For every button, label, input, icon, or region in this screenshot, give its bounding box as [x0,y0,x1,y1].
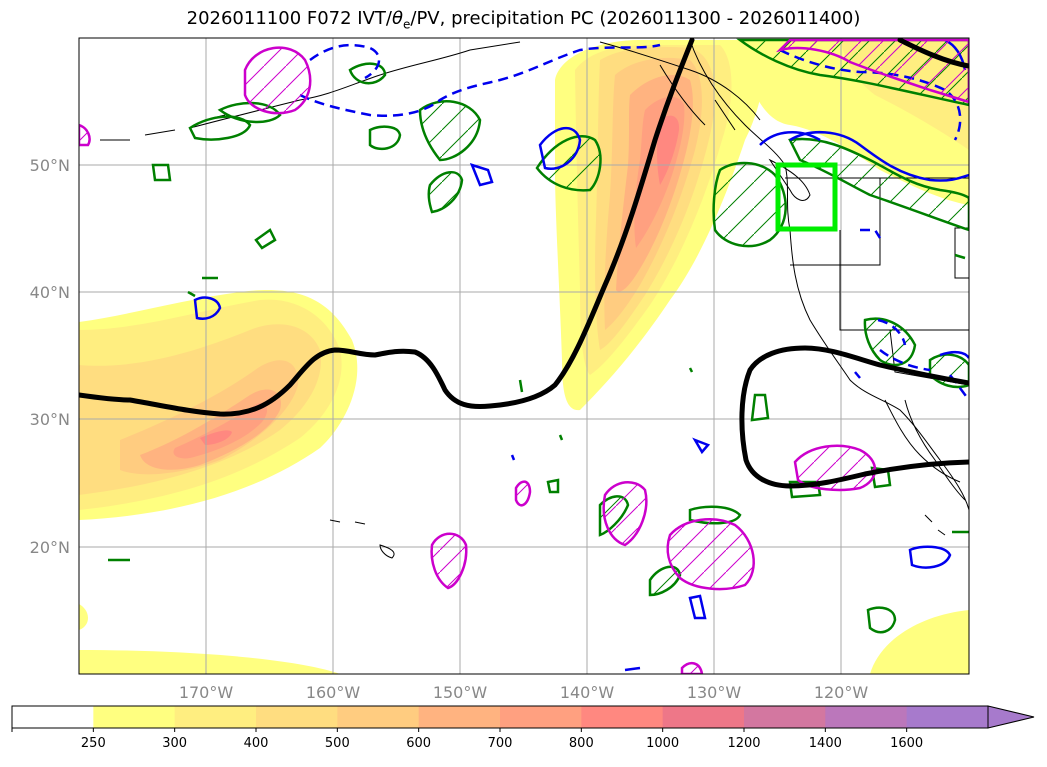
colorbar-swatch [12,706,94,728]
lon-label: 160°W [306,683,361,702]
colorbar-tick-label: 1400 [809,736,842,751]
colorbar-swatch [581,706,664,728]
ivt-plume-south [79,650,340,674]
colorbar: 250 300 400 500 600 700 800 1000 1200 1400 1600 [11,705,1035,751]
colorbar-swatch [500,706,582,728]
ivt-plume-south-west [79,604,89,630]
lat-label: 20°N [30,538,70,557]
colorbar-tick-label: 700 [488,736,513,751]
lat-label: 40°N [30,283,70,302]
lon-label: 130°W [687,683,742,702]
colorbar-tick-label: 600 [406,736,431,751]
colorbar-tick-label: 1200 [727,736,760,751]
colorbar-tick-label: 1600 [890,736,923,751]
colorbar-tick-label: 1000 [646,736,679,751]
region-box [775,162,838,232]
colorbar-extend-arrow [987,705,1035,729]
colorbar-tick-label: 300 [162,736,187,751]
colorbar-swatch [418,706,501,728]
colorbar-tick-label: 800 [569,736,594,751]
pv-contour [79,38,969,489]
colorbar-swatch [174,706,257,728]
page-title: 2026011100 F072 IVT/θe/PV, precipitation… [186,8,861,32]
lon-label: 170°W [179,683,234,702]
coastlines [100,39,969,559]
lat-label: 50°N [30,156,70,175]
theta-e-contours [193,38,969,672]
colorbar-tick-label: 500 [325,736,350,751]
hatched-regions [79,38,969,674]
map-frame [78,37,970,675]
ivt-plume-southeast [870,610,969,674]
colorbar-swatch [744,706,826,728]
colorbar-swatch [256,706,338,728]
colorbar-swatch [93,706,176,728]
lon-label: 140°W [560,683,615,702]
colorbar-swatch [662,706,745,728]
colorbar-swatch [337,706,420,728]
colorbar-tick-label: 250 [81,736,106,751]
lat-label: 30°N [30,410,70,429]
colorbar-swatch [906,706,989,728]
colorbar-tick-label: 400 [244,736,269,751]
lon-label: 120°W [814,683,869,702]
lon-label: 150°W [433,683,488,702]
colorbar-swatch [825,706,908,728]
